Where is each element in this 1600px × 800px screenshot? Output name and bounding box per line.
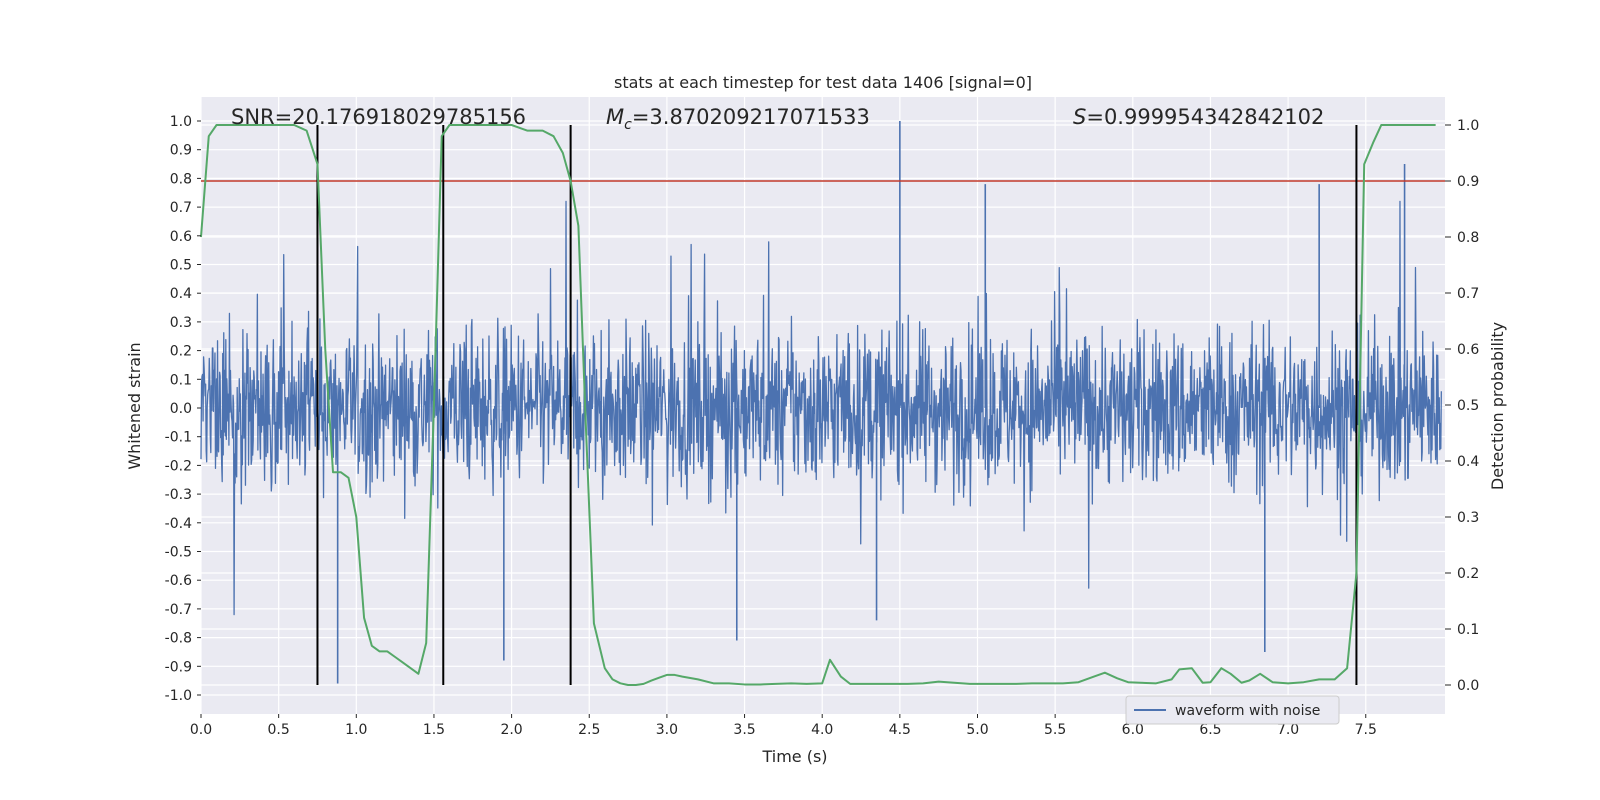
- y-tick-label: -0.5: [165, 545, 192, 561]
- y-axis-label: Whitened strain: [125, 342, 144, 469]
- probability-series: [200, 124, 1436, 686]
- y2-tick-label: 0.4: [1457, 454, 1479, 470]
- x-tick-label: 0.5: [268, 722, 290, 738]
- x-tick-label: 2.0: [500, 722, 522, 738]
- x-tick-label: 7.0: [1277, 722, 1299, 738]
- y2-tick-label: 0.5: [1457, 398, 1479, 414]
- y-tick-label: 0.2: [170, 344, 192, 360]
- y-tick-label: 0.7: [170, 200, 192, 216]
- y2-axis-label: Detection probability: [1488, 322, 1507, 490]
- x-tick-label: 4.5: [889, 722, 911, 738]
- x-tick-label: 7.5: [1355, 722, 1377, 738]
- y-tick-label: -0.2: [165, 458, 192, 474]
- x-tick-label: 6.5: [1199, 722, 1221, 738]
- y-tick-label: 0.6: [170, 229, 192, 245]
- y-tick-label: 0.8: [170, 171, 192, 187]
- mc-value: =3.870209217071533: [632, 105, 870, 129]
- mc-subscript: c: [624, 117, 632, 133]
- y2-tick-label: 0.8: [1457, 230, 1479, 246]
- y-tick-label: 0.3: [170, 315, 192, 331]
- s-annotation: S=0.999954342842102: [1073, 105, 1324, 129]
- axis-ticks: 0.0 0.5 1.0 1.5 2.0 2.5 3.0 3.5 4.0 4.5 5.0 5.5 6.0 6…: [165, 114, 1480, 738]
- x-tick-label: 5.5: [1044, 722, 1066, 738]
- y-tick-label: 0.0: [170, 401, 192, 417]
- y-tick-label: -0.1: [165, 430, 192, 446]
- chart-title: stats at each timestep for test data 140…: [614, 73, 1032, 92]
- x-axis-label: Time (s): [761, 747, 827, 766]
- s-value: =0.999954342842102: [1086, 105, 1324, 129]
- y-tick-label: -0.3: [165, 487, 192, 503]
- y2-tick-label: 0.1: [1457, 622, 1479, 638]
- y2-tick-label: 1.0: [1457, 118, 1479, 134]
- snr-annotation: SNR=20.176918029785156: [231, 105, 526, 129]
- y-tick-label: -0.7: [165, 602, 192, 618]
- x-tick-label: 6.0: [1122, 722, 1144, 738]
- waveform-line: [200, 200, 1442, 616]
- mc-symbol: M: [606, 105, 624, 129]
- y2-tick-label: 0.7: [1457, 286, 1479, 302]
- probability-line: [200, 124, 1436, 686]
- x-tick-label: 1.5: [423, 722, 445, 738]
- x-tick-label: 3.0: [656, 722, 678, 738]
- y-tick-label: 0.4: [170, 286, 192, 302]
- x-tick-label: 5.0: [966, 722, 988, 738]
- y-tick-label: 0.5: [170, 258, 192, 274]
- x-tick-label: 0.0: [190, 722, 212, 738]
- legend: waveform with noise: [1125, 695, 1340, 725]
- y2-tick-label: 0.2: [1457, 566, 1479, 582]
- mc-annotation: Mc=3.870209217071533: [606, 105, 870, 133]
- legend-label: waveform with noise: [1175, 703, 1320, 719]
- y-tick-label: -0.6: [165, 573, 192, 589]
- x-tick-label: 3.5: [733, 722, 755, 738]
- y2-tick-label: 0.3: [1457, 510, 1479, 526]
- x-tick-label: 1.0: [345, 722, 367, 738]
- y-tick-label: -0.4: [165, 516, 192, 532]
- y-tick-label: -0.9: [165, 659, 192, 675]
- y2-tick-label: 0.6: [1457, 342, 1479, 358]
- y-tick-label: 0.1: [170, 372, 192, 388]
- y-tick-label: -1.0: [165, 688, 192, 704]
- y-tick-label: 0.9: [170, 143, 192, 159]
- y2-tick-label: 0.9: [1457, 174, 1479, 190]
- y-tick-label: 1.0: [170, 114, 192, 130]
- s-symbol: S: [1073, 105, 1086, 129]
- x-tick-label: 2.5: [578, 722, 600, 738]
- x-tick-label: 4.0: [811, 722, 833, 738]
- legend-box: [1125, 695, 1340, 725]
- y2-tick-label: 0.0: [1457, 678, 1479, 694]
- waveform-series: [200, 121, 1442, 684]
- vertical-markers: [316, 125, 1358, 685]
- y-tick-label: -0.8: [165, 631, 192, 647]
